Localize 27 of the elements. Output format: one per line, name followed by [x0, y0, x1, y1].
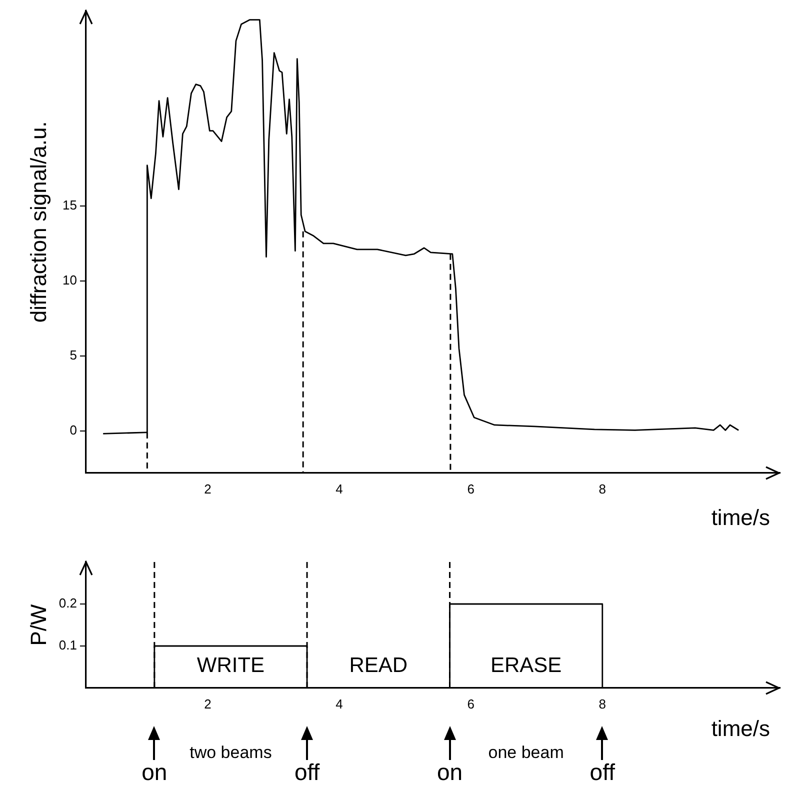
y-tick-label: 0 [70, 422, 77, 438]
text: off [294, 759, 320, 785]
y-tick-label: 0.1 [58, 638, 77, 653]
text: off [590, 759, 616, 785]
x-axis-title: time/s [711, 716, 770, 741]
y-tick-label: 10 [62, 272, 77, 288]
x-axis-title: time/s [711, 505, 770, 530]
x-tick-label: 2 [204, 481, 212, 496]
x-tick-label: 4 [336, 696, 343, 712]
x-tick-label: 6 [467, 696, 474, 712]
text: one beam [488, 743, 564, 762]
y-tick-label: 5 [70, 348, 77, 363]
y-tick-label: 0.2 [58, 596, 77, 611]
annotation: WRITE [196, 654, 265, 677]
x-tick-label: 8 [598, 481, 606, 496]
y-axis-title: diffraction signal/a.u. [26, 121, 52, 323]
x-tick-label: 4 [336, 481, 343, 496]
x-tick-label: 2 [204, 696, 212, 712]
text: on [436, 759, 463, 785]
x-tick-label: 8 [598, 696, 606, 712]
x-tick-label: 6 [467, 481, 474, 496]
text: on [142, 759, 168, 785]
y-tick-label: 15 [62, 197, 77, 212]
text: two beams [190, 743, 272, 762]
y-axis-title: P/W [26, 604, 52, 646]
annotation: ERASE [490, 654, 562, 677]
annotation: READ [349, 654, 408, 677]
